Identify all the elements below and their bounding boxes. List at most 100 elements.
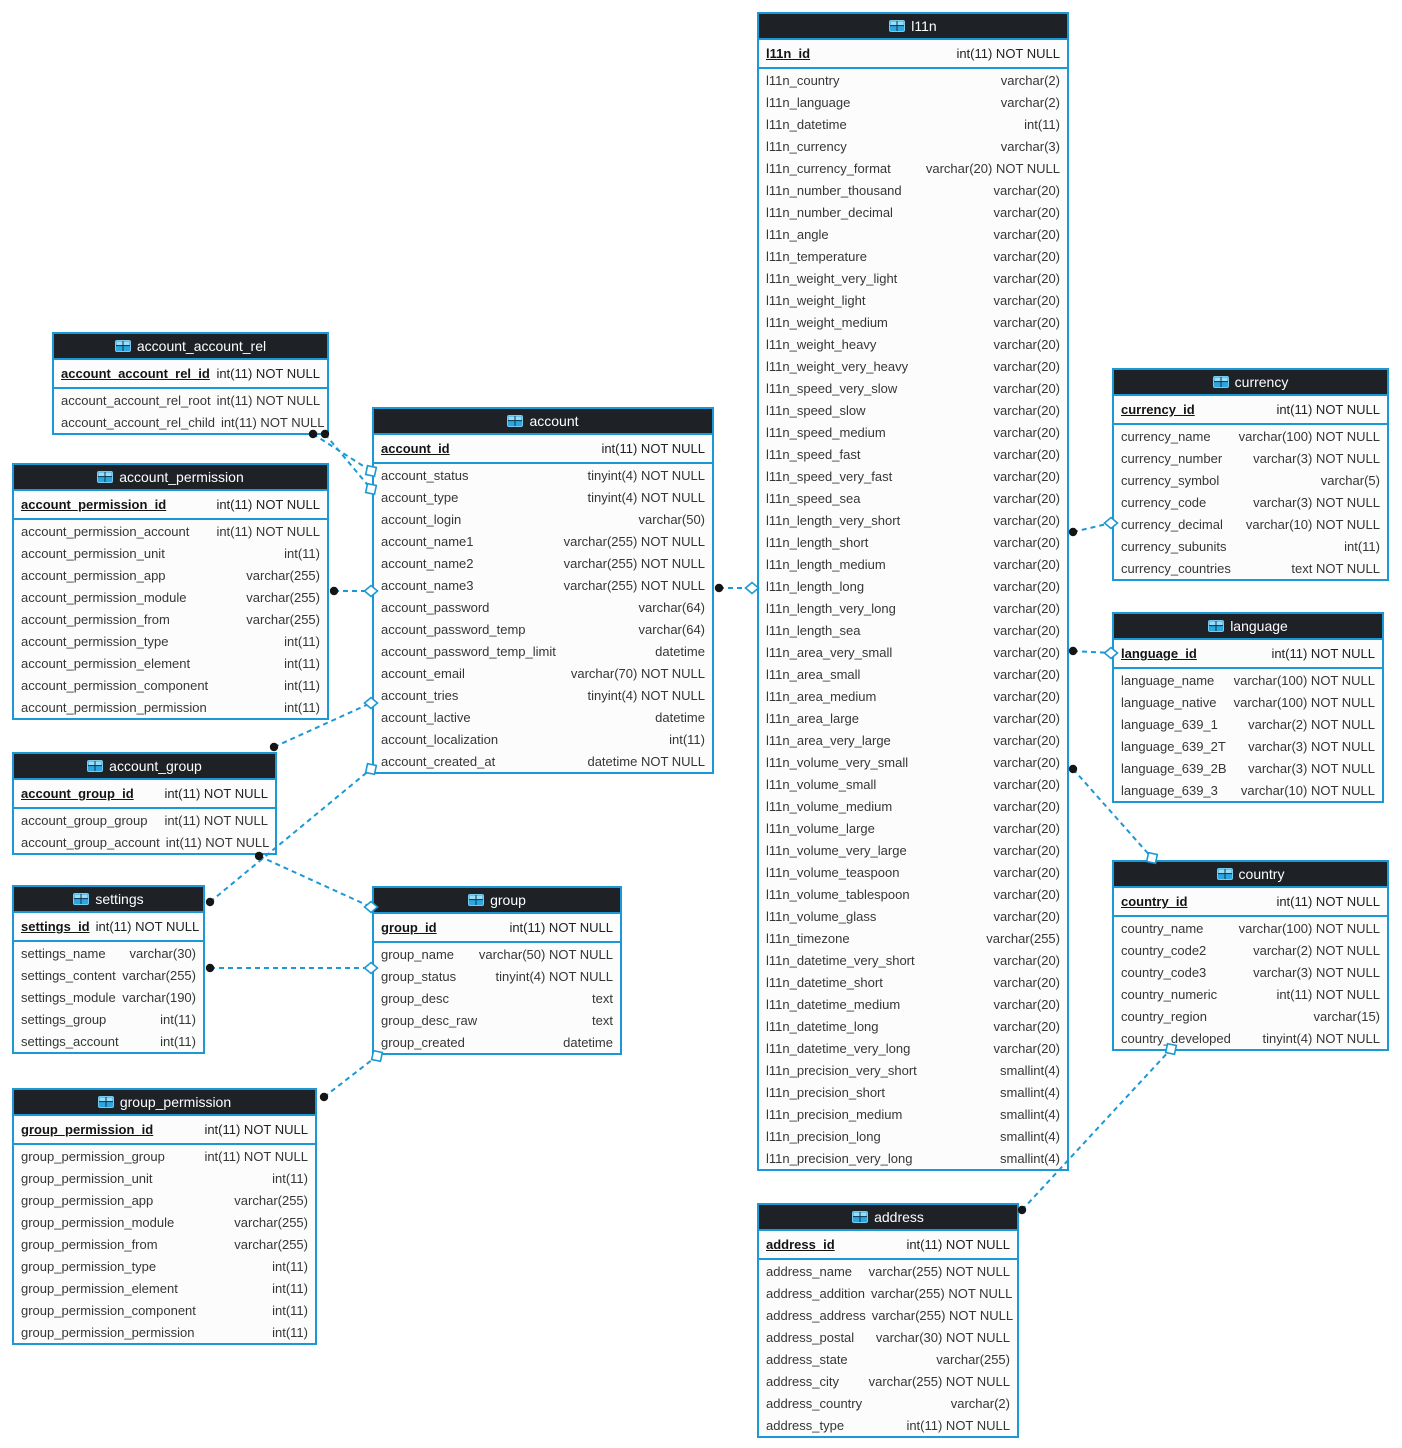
field-row[interactable]: address_postal varchar(30) NOT NULL xyxy=(759,1326,1017,1348)
entity-header[interactable]: address xyxy=(759,1205,1017,1231)
entity-table-account_permission[interactable]: account_permission account_permission_id i… xyxy=(12,463,329,720)
field-row[interactable]: l11n_volume_large varchar(20) xyxy=(759,817,1067,839)
field-row[interactable]: group_permission_from varchar(255) xyxy=(14,1233,315,1255)
field-row[interactable]: l11n_speed_fast varchar(20) xyxy=(759,443,1067,465)
entity-table-settings[interactable]: settings settings_id int(11) NOT NULL setti… xyxy=(12,885,205,1054)
field-row[interactable]: language_639_2B varchar(3) NOT NULL xyxy=(1114,757,1382,779)
primary-key-row[interactable]: group_id int(11) NOT NULL xyxy=(374,914,620,943)
field-row[interactable]: l11n_weight_very_light varchar(20) xyxy=(759,267,1067,289)
field-row[interactable]: country_developed tinyint(4) NOT NULL xyxy=(1114,1027,1387,1049)
entity-table-country[interactable]: country country_id int(11) NOT NULL country… xyxy=(1112,860,1389,1051)
field-row[interactable]: account_account_rel_root int(11) NOT NULL xyxy=(54,389,327,411)
field-row[interactable]: l11n_length_very_short varchar(20) xyxy=(759,509,1067,531)
field-row[interactable]: l11n_speed_slow varchar(20) xyxy=(759,399,1067,421)
field-row[interactable]: l11n_datetime int(11) xyxy=(759,113,1067,135)
field-row[interactable]: l11n_length_sea varchar(20) xyxy=(759,619,1067,641)
field-row[interactable]: currency_countries text NOT NULL xyxy=(1114,557,1387,579)
field-row[interactable]: l11n_currency_format varchar(20) NOT NULL xyxy=(759,157,1067,179)
field-row[interactable]: l11n_number_decimal varchar(20) xyxy=(759,201,1067,223)
field-row[interactable]: account_localization int(11) xyxy=(374,728,712,750)
field-row[interactable]: group_desc_raw text xyxy=(374,1009,620,1031)
entity-header[interactable]: account_permission xyxy=(14,465,327,491)
entity-header[interactable]: language xyxy=(1114,614,1382,640)
field-row[interactable]: group_permission_component int(11) xyxy=(14,1299,315,1321)
primary-key-row[interactable]: country_id int(11) NOT NULL xyxy=(1114,888,1387,917)
field-row[interactable]: l11n_datetime_very_long varchar(20) xyxy=(759,1037,1067,1059)
field-row[interactable]: country_name varchar(100) NOT NULL xyxy=(1114,917,1387,939)
field-row[interactable]: account_name1 varchar(255) NOT NULL xyxy=(374,530,712,552)
field-row[interactable]: group_status tinyint(4) NOT NULL xyxy=(374,965,620,987)
field-row[interactable]: account_password_temp varchar(64) xyxy=(374,618,712,640)
field-row[interactable]: l11n_length_short varchar(20) xyxy=(759,531,1067,553)
field-row[interactable]: account_lactive datetime xyxy=(374,706,712,728)
entity-table-group_permission[interactable]: group_permission group_permission_id int(1… xyxy=(12,1088,317,1345)
field-row[interactable]: l11n_volume_medium varchar(20) xyxy=(759,795,1067,817)
field-row[interactable]: currency_symbol varchar(5) xyxy=(1114,469,1387,491)
field-row[interactable]: account_permission_component int(11) xyxy=(14,674,327,696)
field-row[interactable]: country_code3 varchar(3) NOT NULL xyxy=(1114,961,1387,983)
entity-table-currency[interactable]: currency currency_id int(11) NOT NULL curre… xyxy=(1112,368,1389,581)
entity-table-group[interactable]: group group_id int(11) NOT NULL group_name v… xyxy=(372,886,622,1055)
primary-key-row[interactable]: settings_id int(11) NOT NULL xyxy=(14,913,203,942)
field-row[interactable]: currency_code varchar(3) NOT NULL xyxy=(1114,491,1387,513)
field-row[interactable]: l11n_speed_sea varchar(20) xyxy=(759,487,1067,509)
field-row[interactable]: settings_content varchar(255) xyxy=(14,964,203,986)
field-row[interactable]: account_account_rel_child int(11) NOT NUL… xyxy=(54,411,327,433)
entity-header[interactable]: l11n xyxy=(759,14,1067,40)
primary-key-row[interactable]: account_permission_id int(11) NOT NULL xyxy=(14,491,327,520)
field-row[interactable]: l11n_volume_small varchar(20) xyxy=(759,773,1067,795)
entity-table-address[interactable]: address address_id int(11) NOT NULL address… xyxy=(757,1203,1019,1438)
field-row[interactable]: account_permission_from varchar(255) xyxy=(14,608,327,630)
field-row[interactable]: l11n_precision_medium smallint(4) xyxy=(759,1103,1067,1125)
field-row[interactable]: currency_name varchar(100) NOT NULL xyxy=(1114,425,1387,447)
entity-table-account_account_rel[interactable]: account_account_rel account_account_rel_i… xyxy=(52,332,329,435)
field-row[interactable]: address_name varchar(255) NOT NULL xyxy=(759,1260,1017,1282)
field-row[interactable]: l11n_datetime_medium varchar(20) xyxy=(759,993,1067,1015)
field-row[interactable]: language_native varchar(100) NOT NULL xyxy=(1114,691,1382,713)
field-row[interactable]: account_tries tinyint(4) NOT NULL xyxy=(374,684,712,706)
field-row[interactable]: country_region varchar(15) xyxy=(1114,1005,1387,1027)
entity-header[interactable]: country xyxy=(1114,862,1387,888)
entity-header[interactable]: group_permission xyxy=(14,1090,315,1116)
field-row[interactable]: l11n_country varchar(2) xyxy=(759,69,1067,91)
primary-key-row[interactable]: account_id int(11) NOT NULL xyxy=(374,435,712,464)
field-row[interactable]: l11n_precision_short smallint(4) xyxy=(759,1081,1067,1103)
field-row[interactable]: address_address varchar(255) NOT NULL xyxy=(759,1304,1017,1326)
field-row[interactable]: l11n_datetime_long varchar(20) xyxy=(759,1015,1067,1037)
field-row[interactable]: account_login varchar(50) xyxy=(374,508,712,530)
primary-key-row[interactable]: language_id int(11) NOT NULL xyxy=(1114,640,1382,669)
field-row[interactable]: l11n_length_very_long varchar(20) xyxy=(759,597,1067,619)
field-row[interactable]: account_password varchar(64) xyxy=(374,596,712,618)
field-row[interactable]: language_name varchar(100) NOT NULL xyxy=(1114,669,1382,691)
field-row[interactable]: account_status tinyint(4) NOT NULL xyxy=(374,464,712,486)
field-row[interactable]: group_permission_permission int(11) xyxy=(14,1321,315,1343)
field-row[interactable]: address_addition varchar(255) NOT NULL xyxy=(759,1282,1017,1304)
field-row[interactable]: group_created datetime xyxy=(374,1031,620,1053)
field-row[interactable]: currency_subunits int(11) xyxy=(1114,535,1387,557)
field-row[interactable]: address_state varchar(255) xyxy=(759,1348,1017,1370)
field-row[interactable]: address_type int(11) NOT NULL xyxy=(759,1414,1017,1436)
field-row[interactable]: address_city varchar(255) NOT NULL xyxy=(759,1370,1017,1392)
field-row[interactable]: account_permission_type int(11) xyxy=(14,630,327,652)
field-row[interactable]: currency_number varchar(3) NOT NULL xyxy=(1114,447,1387,469)
entity-table-account_group[interactable]: account_group account_group_id int(11) NOT… xyxy=(12,752,277,855)
field-row[interactable]: language_639_1 varchar(2) NOT NULL xyxy=(1114,713,1382,735)
field-row[interactable]: l11n_volume_very_small varchar(20) xyxy=(759,751,1067,773)
field-row[interactable]: currency_decimal varchar(10) NOT NULL xyxy=(1114,513,1387,535)
field-row[interactable]: account_name2 varchar(255) NOT NULL xyxy=(374,552,712,574)
field-row[interactable]: l11n_length_medium varchar(20) xyxy=(759,553,1067,575)
field-row[interactable]: account_permission_module varchar(255) xyxy=(14,586,327,608)
field-row[interactable]: account_email varchar(70) NOT NULL xyxy=(374,662,712,684)
field-row[interactable]: account_group_group int(11) NOT NULL xyxy=(14,809,275,831)
field-row[interactable]: country_numeric int(11) NOT NULL xyxy=(1114,983,1387,1005)
field-row[interactable]: l11n_length_long varchar(20) xyxy=(759,575,1067,597)
entity-header[interactable]: currency xyxy=(1114,370,1387,396)
primary-key-row[interactable]: address_id int(11) NOT NULL xyxy=(759,1231,1017,1260)
field-row[interactable]: country_code2 varchar(2) NOT NULL xyxy=(1114,939,1387,961)
field-row[interactable]: settings_module varchar(190) xyxy=(14,986,203,1008)
field-row[interactable]: l11n_weight_medium varchar(20) xyxy=(759,311,1067,333)
field-row[interactable]: account_name3 varchar(255) NOT NULL xyxy=(374,574,712,596)
primary-key-row[interactable]: l11n_id int(11) NOT NULL xyxy=(759,40,1067,69)
field-row[interactable]: l11n_weight_very_heavy varchar(20) xyxy=(759,355,1067,377)
entity-header[interactable]: account_group xyxy=(14,754,275,780)
